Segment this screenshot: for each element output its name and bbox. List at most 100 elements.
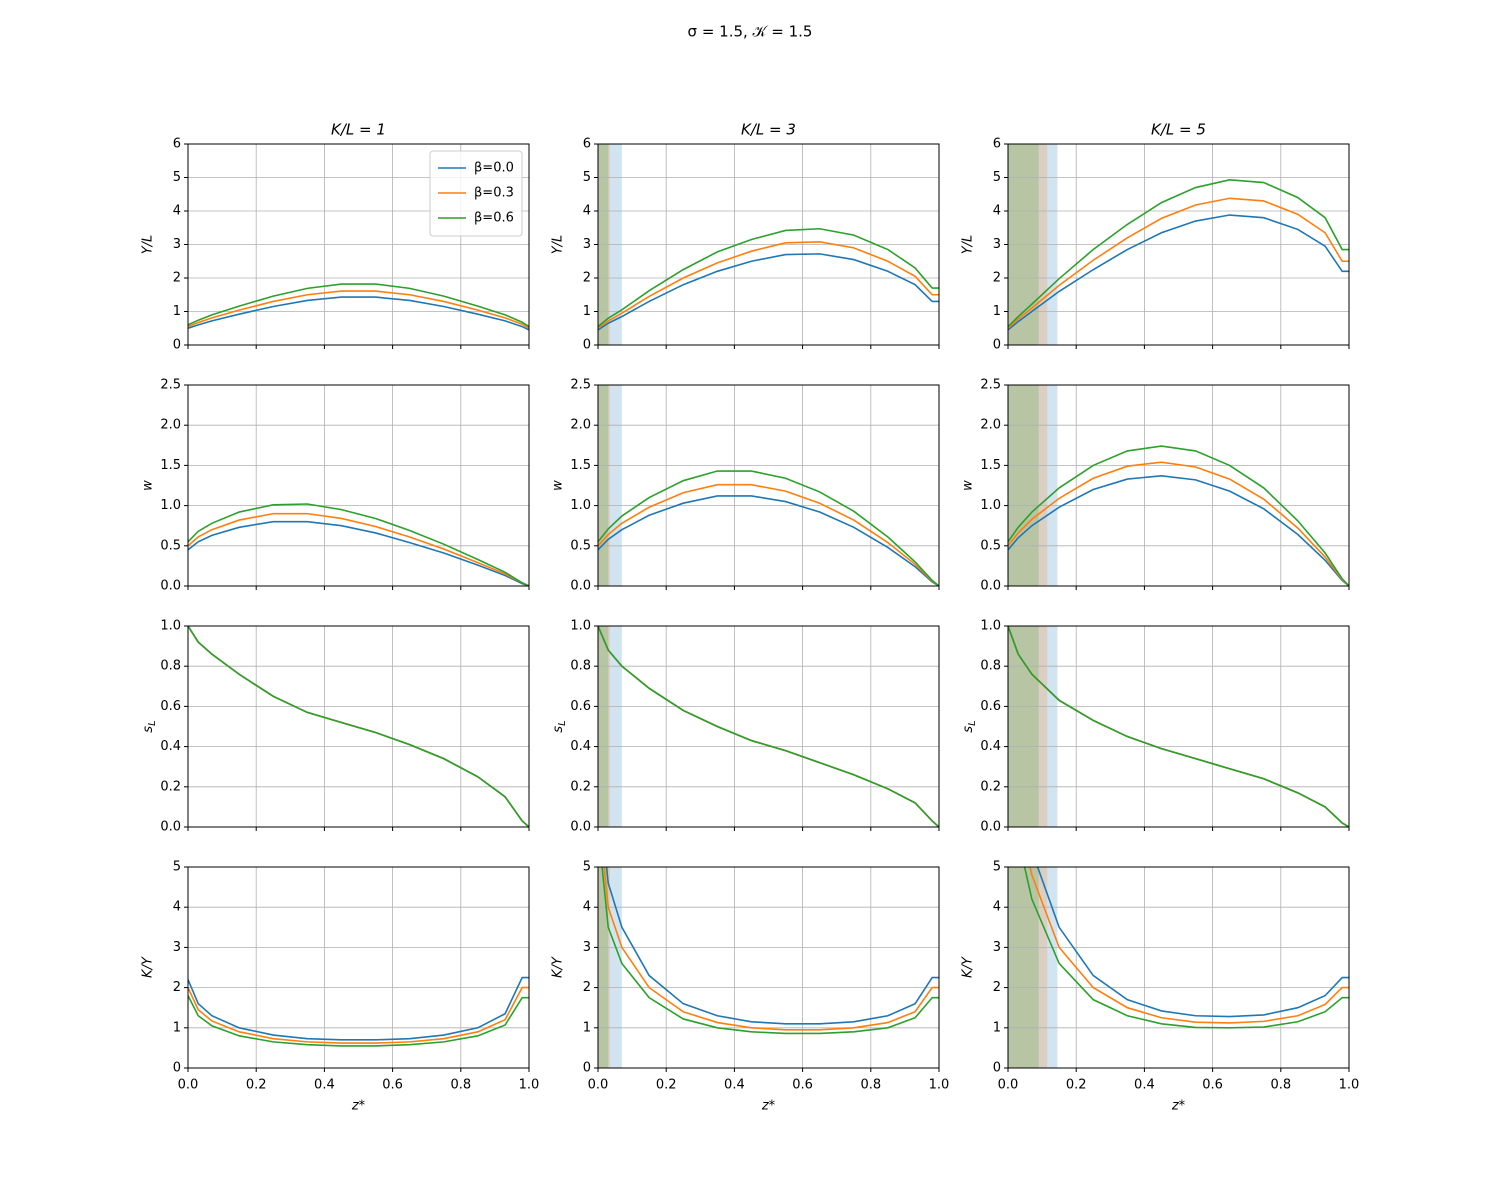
y-axis-label: w: [551, 480, 566, 491]
figure-title: σ = 1.5, 𝒦 = 1.5: [688, 23, 813, 41]
subplot: 0 1 2 3 4 5 6 K/L = 1 Y/L β=0.0 β=0.3 β=0.6: [141, 121, 530, 353]
y-tick-label: 0.0: [160, 820, 181, 835]
series-line: [598, 626, 939, 827]
plot-area: [188, 503, 529, 586]
axes-frame: [1007, 384, 1350, 587]
plot-area: [188, 626, 529, 827]
series-line: [1008, 626, 1349, 827]
subplot-title: K/L = 5: [1151, 121, 1206, 139]
subplot: 0 1 2 3 4 5 6 K/L = 5 Y/L: [961, 121, 1350, 353]
y-tick-label: 0.4: [570, 739, 591, 754]
y-tick-label: 6: [173, 137, 181, 152]
shaded-span: [598, 626, 609, 827]
subplot-title: K/L = 1: [331, 121, 386, 139]
plot-area: [1023, 867, 1349, 1029]
y-tick-label: 3: [173, 237, 181, 252]
shaded-span: [1008, 385, 1039, 586]
y-tick-label: 2.5: [980, 378, 1001, 393]
y-tick-label: 0.0: [570, 820, 591, 835]
series-line: [188, 290, 529, 329]
series-line: [598, 227, 939, 328]
x-axis-label: z*: [351, 1099, 366, 1114]
plot-area: [598, 626, 939, 827]
y-tick-label: 0.0: [980, 579, 1001, 594]
y-tick-label: 2: [173, 980, 181, 995]
y-tick-label: 0.8: [980, 659, 1001, 674]
shaded-span: [598, 626, 622, 827]
y-tick-label: 1: [173, 304, 181, 319]
y-axis-label: w: [961, 480, 976, 491]
y-tick-label: 2.0: [570, 418, 591, 433]
shaded-span: [598, 867, 609, 1068]
y-tick-label: 1.0: [570, 619, 591, 634]
y-tick-label: 3: [583, 940, 591, 955]
y-axis-label: sL: [961, 720, 979, 732]
series-line: [601, 867, 939, 1035]
y-tick-label: 5: [993, 860, 1001, 875]
x-tick-label: 1.0: [1339, 1078, 1360, 1093]
y-axis-label: K/Y: [961, 956, 976, 978]
shaded-span: [1008, 385, 1048, 586]
shaded-span: [598, 385, 610, 586]
shaded-span: [598, 867, 622, 1068]
x-axis-label: z*: [761, 1099, 776, 1114]
y-tick-label: 0.2: [570, 779, 591, 794]
y-tick-label: 3: [173, 940, 181, 955]
series-line: [188, 995, 529, 1047]
y-tick-label: 1: [993, 1020, 1001, 1035]
x-tick-label: 0.4: [314, 1078, 335, 1093]
plot-area: [188, 283, 529, 331]
series-line: [605, 867, 939, 1025]
y-tick-label: 5: [173, 860, 181, 875]
y-tick-label: 1.0: [980, 498, 1001, 513]
legend-box: [429, 150, 523, 237]
y-tick-label: 2.5: [570, 378, 591, 393]
axes-frame: [187, 384, 530, 587]
axes-frame: [187, 143, 530, 346]
legend-label: β=0.3: [474, 186, 514, 201]
y-tick-label: 1: [583, 304, 591, 319]
y-tick-label: 0.2: [160, 779, 181, 794]
axes-frame: [187, 866, 530, 1069]
y-tick-label: 5: [173, 170, 181, 185]
plot-area: [598, 227, 939, 331]
y-tick-label: 2: [583, 271, 591, 286]
axes-frame: [597, 866, 940, 1069]
x-tick-label: 1.0: [519, 1078, 540, 1093]
x-tick-label: 0.8: [1270, 1078, 1291, 1093]
axes-frame: [187, 625, 530, 828]
y-tick-label: 1: [173, 1020, 181, 1035]
axes-frame: [597, 384, 940, 587]
y-tick-label: 4: [993, 900, 1001, 915]
series-line: [598, 241, 939, 329]
subplot: 0.0 0.2 0.4 0.6 0.8 1.0 sL: [961, 619, 1350, 835]
y-tick-label: 1.5: [160, 458, 181, 473]
x-tick-label: 0.4: [1134, 1078, 1155, 1093]
y-tick-label: 4: [583, 900, 591, 915]
series-line: [1008, 197, 1349, 329]
series-line: [598, 253, 939, 331]
y-tick-label: 1.5: [980, 458, 1001, 473]
y-tick-label: 4: [993, 204, 1001, 219]
shaded-span: [598, 867, 610, 1068]
axes-frame: [1007, 625, 1350, 828]
y-tick-label: 4: [173, 204, 181, 219]
axes-frame: [1007, 143, 1350, 346]
x-tick-label: 0.4: [724, 1078, 745, 1093]
y-tick-label: 1.0: [570, 498, 591, 513]
y-tick-label: 0.5: [980, 538, 1001, 553]
x-tick-label: 0.6: [1202, 1078, 1223, 1093]
y-tick-label: 5: [583, 860, 591, 875]
y-axis-label: Y/L: [961, 235, 976, 255]
subplot: 0.0 0.5 1.0 1.5 2.0 2.5 w: [961, 378, 1350, 594]
legend-label: β=0.6: [474, 211, 514, 226]
y-tick-label: 2.5: [160, 378, 181, 393]
subplot: 0.0 0.2 0.4 0.6 0.8 1.0 0 1 2 3 4 5 K/Y z*: [961, 860, 1360, 1114]
x-tick-label: 0.6: [382, 1078, 403, 1093]
shaded-span: [1008, 385, 1058, 586]
series-line: [188, 626, 529, 827]
plot-area: [188, 976, 529, 1047]
y-tick-label: 0.6: [980, 699, 1001, 714]
